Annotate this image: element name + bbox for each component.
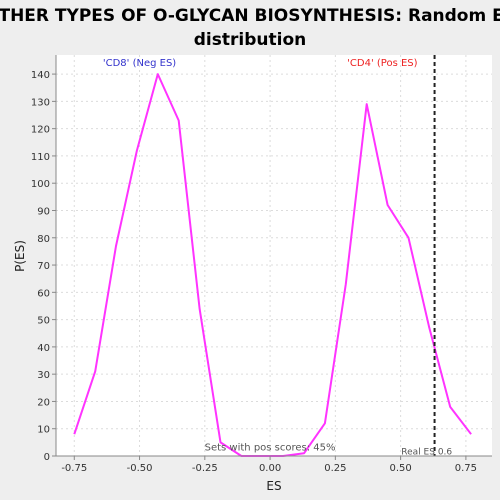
y-tick-label: 80 — [37, 234, 50, 245]
x-tick-label: 0.75 — [455, 463, 477, 474]
y-tick-label: 90 — [37, 206, 50, 217]
x-tick-label: -0.75 — [61, 463, 87, 474]
y-tick-label: 50 — [37, 316, 50, 327]
x-tick-label: 0.00 — [259, 463, 281, 474]
x-tick-label: 0.25 — [324, 463, 346, 474]
y-tick-label: 120 — [31, 125, 50, 136]
chart-title-line-1: OTHER TYPES OF O-GLYCAN BIOSYNTHESIS: Ra… — [0, 6, 500, 26]
y-tick-label: 60 — [37, 288, 50, 299]
x-tick-label: 0.50 — [389, 463, 411, 474]
plot-area — [56, 55, 492, 456]
y-tick-label: 10 — [37, 425, 50, 436]
y-tick-label: 20 — [37, 397, 50, 408]
y-tick-label: 110 — [31, 152, 50, 163]
y-tick-label: 70 — [37, 261, 50, 272]
annotation-neg: 'CD8' (Neg ES) — [103, 58, 176, 69]
y-tick-label: 40 — [37, 343, 50, 354]
y-tick-label: 0 — [44, 452, 50, 463]
x-axis-label: ES — [266, 479, 281, 493]
annotation-sets: Sets with pos scores: 45% — [205, 443, 336, 454]
y-tick-label: 30 — [37, 370, 50, 381]
y-tick-label: 100 — [31, 179, 50, 190]
y-tick-label: 130 — [31, 97, 50, 108]
y-tick-label: 140 — [31, 70, 50, 81]
chart-title-line-2: distribution — [194, 30, 306, 50]
x-tick-label: -0.25 — [192, 463, 218, 474]
annotation-pos: 'CD4' (Pos ES) — [347, 58, 417, 69]
y-axis-label: P(ES) — [13, 240, 27, 272]
x-tick-label: -0.50 — [127, 463, 153, 474]
